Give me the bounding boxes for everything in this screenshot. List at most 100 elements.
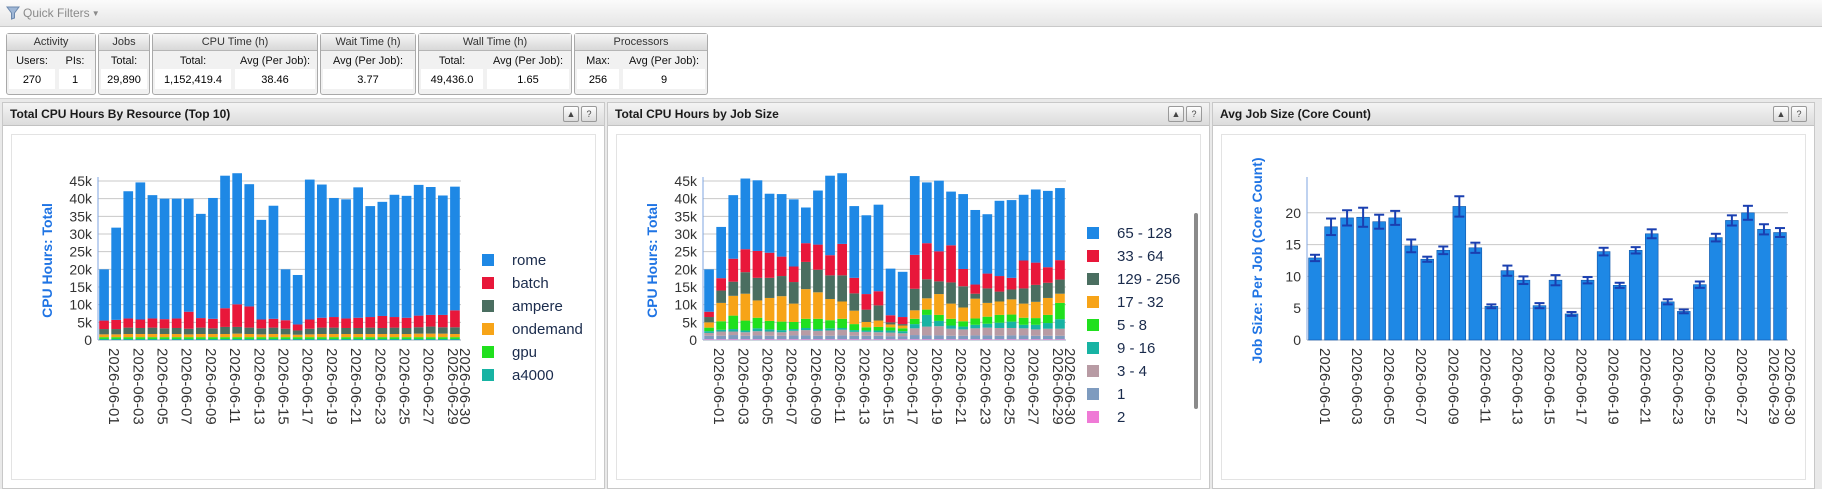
quick-filters-button[interactable]: Quick Filters ▼: [6, 4, 100, 22]
bar: [1741, 212, 1755, 341]
bar-segment: [946, 335, 956, 340]
bar-segment: [873, 339, 884, 340]
collapse-button[interactable]: ▲: [1773, 106, 1789, 122]
bar-segment: [1030, 284, 1041, 302]
legend-swatch: [482, 369, 494, 381]
bar-segment: [764, 339, 775, 340]
bar-segment: [897, 271, 908, 318]
bar-segment: [837, 339, 847, 340]
bar-segment: [317, 333, 327, 338]
legend-scrollbar[interactable]: [1194, 213, 1198, 409]
filter-icon: [6, 6, 20, 20]
x-tick-label: 2026-06-23: [976, 348, 993, 425]
x-tick-label: 2026-06-13: [1508, 348, 1525, 425]
bar-segment: [861, 327, 872, 331]
bar-segment: [970, 335, 981, 340]
bar-segment: [1055, 293, 1065, 303]
collapse-button[interactable]: ▲: [563, 106, 579, 122]
bar-segment: [329, 333, 339, 338]
x-tick-label: 2026-06-09: [202, 348, 219, 425]
bar-segment: [716, 335, 726, 340]
bar-segment: [716, 226, 726, 279]
bar-segment: [776, 335, 787, 340]
bar-segment: [704, 339, 714, 340]
bar-segment: [450, 186, 460, 311]
bar-segment: [885, 327, 896, 331]
bar-segment: [716, 278, 726, 291]
bar-segment: [1006, 277, 1017, 290]
bar-segment: [183, 334, 194, 338]
bar-segment: [111, 338, 121, 340]
activity-header: Activity: [7, 34, 95, 51]
bar-segment: [401, 333, 412, 338]
bar-segment: [922, 298, 932, 310]
bar-segment: [704, 335, 714, 340]
bar-segment: [982, 273, 993, 289]
bar-segment: [897, 339, 908, 340]
pis-value: 1: [59, 69, 91, 89]
bar-segment: [1055, 279, 1065, 294]
bar-segment: [958, 286, 968, 308]
bar-segment: [1055, 339, 1065, 340]
bar-segment: [232, 337, 242, 339]
bar-segment: [171, 327, 182, 334]
pis-label: PIs:: [65, 55, 85, 67]
bar-segment: [1030, 262, 1041, 285]
bar-segment: [135, 337, 146, 339]
bar-segment: [813, 329, 823, 331]
legend-label: 3 - 4: [1117, 363, 1147, 380]
x-tick-label: 2026-06-23: [371, 348, 388, 425]
cpu-total-label: Total:: [179, 55, 207, 67]
x-tick-label: 2026-06-30: [1781, 348, 1798, 425]
bar-segment: [813, 330, 823, 336]
bar-segment: [1043, 267, 1053, 283]
bar-segment: [123, 327, 134, 334]
x-tick-label: 2026-06-21: [952, 348, 969, 425]
bar-segment: [208, 328, 218, 334]
cpu-avg-value: 38.46: [235, 69, 315, 89]
bar-segment: [208, 338, 218, 340]
bar-segment: [353, 338, 363, 340]
bar-segment: [873, 335, 884, 340]
bar-segment: [728, 315, 739, 330]
bar-segment: [873, 320, 884, 327]
bar-segment: [740, 330, 751, 333]
x-tick-label: 2026-06-21: [347, 348, 364, 425]
bar-segment: [752, 277, 763, 301]
collapse-button[interactable]: ▲: [1168, 106, 1184, 122]
bar-segment: [837, 243, 847, 276]
x-tick-label: 2026-06-01: [710, 348, 727, 425]
bar-segment: [994, 200, 1005, 277]
help-button[interactable]: ?: [1791, 106, 1807, 122]
bar-segment: [788, 199, 799, 267]
bar-segment: [353, 317, 363, 328]
bar-segment: [946, 325, 956, 329]
bar-segment: [438, 314, 448, 328]
wait-avg-label: Avg (Per Job):: [332, 55, 404, 67]
bar-segment: [244, 333, 255, 338]
bar-segment: [897, 333, 908, 337]
bar-segment: [171, 333, 182, 338]
bar: [1725, 220, 1739, 341]
bar-segment: [1043, 297, 1053, 315]
bar-segment: [704, 311, 714, 318]
bar-segment: [958, 194, 968, 269]
processors-avg-label: Avg (Per Job):: [628, 55, 700, 67]
bar-segment: [885, 324, 896, 328]
bar-segment: [873, 330, 884, 333]
bar-segment: [922, 339, 932, 340]
bar-segment: [1006, 289, 1017, 300]
bar-segment: [788, 335, 799, 340]
bar-segment: [196, 318, 206, 328]
bar-segment: [123, 318, 134, 328]
x-tick-label: 2026-06-07: [783, 348, 800, 425]
bar: [1324, 226, 1338, 341]
help-button[interactable]: ?: [1186, 106, 1202, 122]
x-tick-label: 2026-06-05: [1380, 348, 1397, 425]
y-tick-label: 20k: [69, 261, 93, 277]
bar-segment: [329, 338, 339, 340]
wall-avg-value: 1.65: [487, 69, 569, 89]
y-tick-label: 30k: [674, 226, 698, 242]
help-button[interactable]: ?: [581, 106, 597, 122]
bar-segment: [885, 268, 896, 316]
